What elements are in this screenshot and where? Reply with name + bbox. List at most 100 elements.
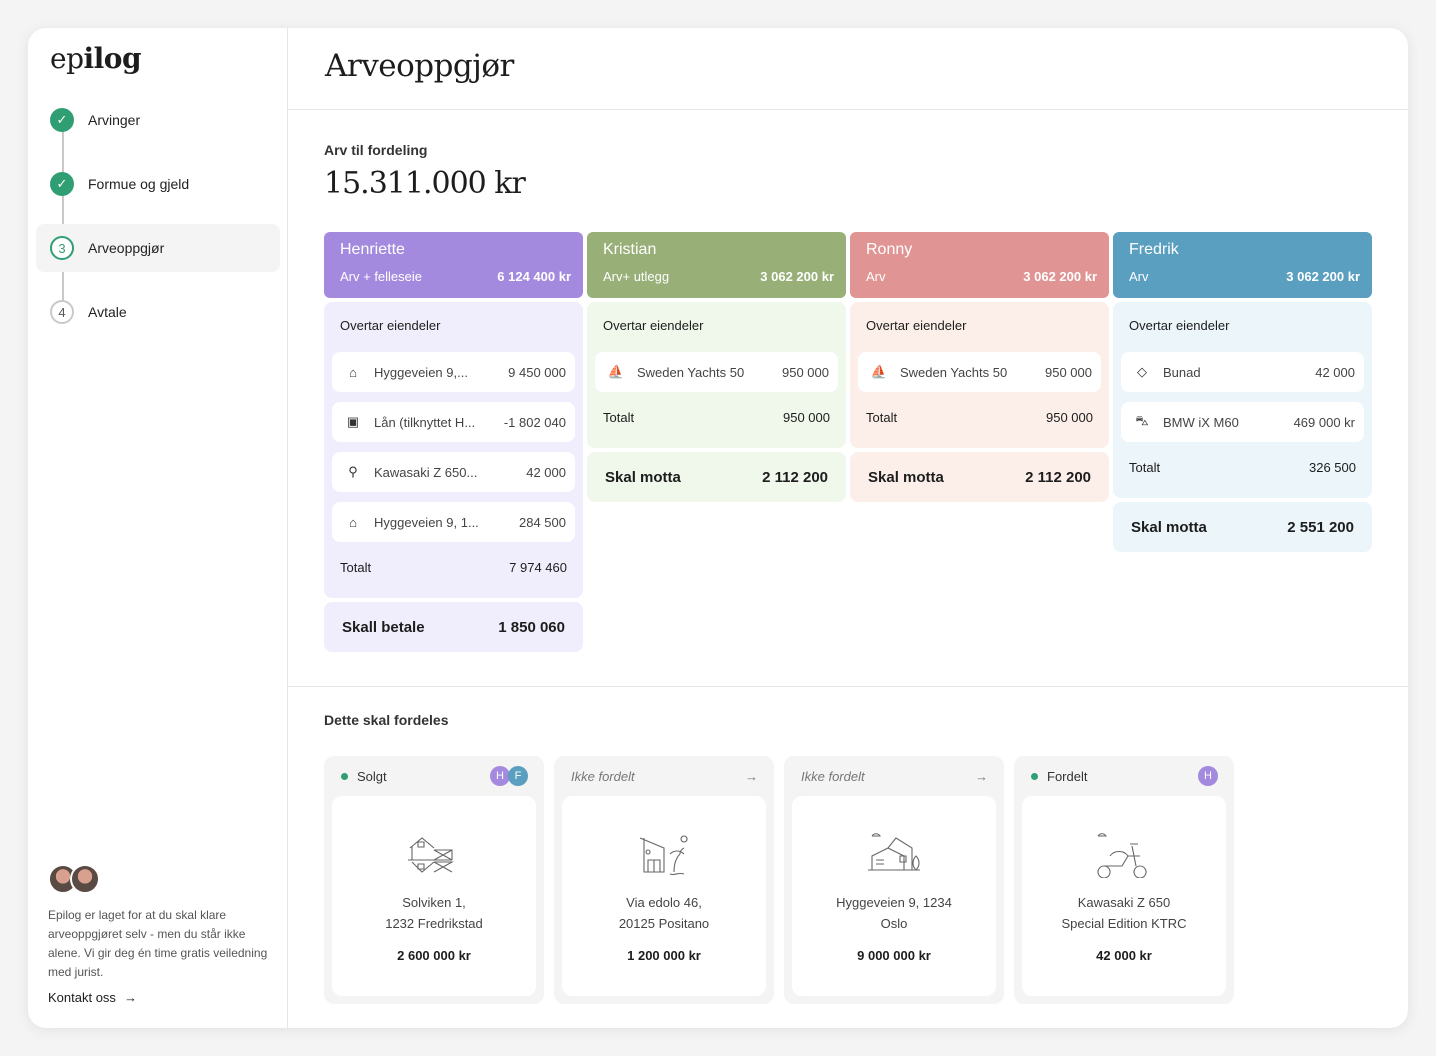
diamond-icon: ◇ xyxy=(1137,364,1147,379)
contact-link[interactable]: Kontakt oss → xyxy=(48,990,137,1005)
heir-column: Fredrik Arv 3 062 200 kr Overtar eiendeler ◇… xyxy=(1113,232,1372,652)
main: Arveoppgjør Arv til fordeling 15.311.000… xyxy=(288,28,1408,1028)
logo[interactable]: epilog xyxy=(50,42,142,75)
step-arvinger[interactable]: ✓ Arvinger xyxy=(36,96,280,144)
heir-share-amount: 6 124 400 kr xyxy=(497,269,571,284)
house-icon: ⌂ xyxy=(349,364,357,380)
loan-icon: ▣ xyxy=(346,414,360,429)
card-status: Ikke fordelt xyxy=(571,768,635,784)
card-status-bar: Ikke fordelt → xyxy=(792,756,996,796)
asset-item[interactable]: ⛵ Sweden Yachts 50 950 000 xyxy=(858,352,1101,392)
asset-name: Hyggeveien 9, 1... xyxy=(374,514,479,530)
result-label: Skal motta xyxy=(868,468,944,486)
heir-name: Kristian xyxy=(603,241,657,258)
heir-header[interactable]: Henriette Arv + felleseie 6 124 400 kr xyxy=(324,232,583,298)
advisor-avatars xyxy=(48,864,268,894)
sailboat-icon: ⛵ xyxy=(607,364,625,379)
asset-name: Kawasaki Z 650... xyxy=(374,464,478,480)
heir-share-amount: 3 062 200 kr xyxy=(1023,269,1097,284)
heir-share-row: Arv+ utlegg 3 062 200 kr xyxy=(603,269,834,284)
card-status: Solgt xyxy=(357,768,387,784)
asset-card[interactable]: Ikke fordelt → Via edolo 46, 20125 Positano… xyxy=(554,756,774,1004)
heir-header[interactable]: Fredrik Arv 3 062 200 kr xyxy=(1113,232,1372,298)
asset-name: Sweden Yachts 50 xyxy=(900,364,1008,380)
heir-share-row: Arv 3 062 200 kr xyxy=(1129,269,1360,284)
heir-column: Henriette Arv + felleseie 6 124 400 kr Over… xyxy=(324,232,583,652)
step-label: Avtale xyxy=(88,304,127,320)
asset-name: Bunad xyxy=(1163,364,1201,380)
asset-name: Lån (tilknyttet H... xyxy=(374,414,476,430)
heir-avatar: H xyxy=(490,766,510,786)
total-value: 7 974 460 xyxy=(509,560,567,575)
step-label: Formue og gjeld xyxy=(88,176,190,192)
assets-title: Overtar eiendeler xyxy=(1129,318,1230,333)
header: Arveoppgjør xyxy=(288,28,1408,110)
arrow-right-icon[interactable]: → xyxy=(745,768,758,784)
summary-total: 15.311.000 kr xyxy=(324,166,526,201)
total-label: Totalt xyxy=(603,410,635,425)
heir-header[interactable]: Ronny Arv 3 062 200 kr xyxy=(850,232,1109,298)
arrow-right-icon: → xyxy=(123,990,137,1005)
card-body: Kawasaki Z 650 Special Edition KTRC 42 000… xyxy=(1022,796,1226,996)
asset-item[interactable]: ▣ Lån (tilknyttet H... -1 802 040 xyxy=(332,402,575,442)
help-text: Epilog er laget for at du skal klare arv… xyxy=(48,908,268,979)
card-status-bar: Solgt H F xyxy=(332,756,536,796)
asset-item[interactable]: ⌂ Hyggeveien 9, 1... 284 500 xyxy=(332,502,575,542)
asset-value: -1 802 040 xyxy=(503,414,566,430)
address-line-1: Via edolo 46, xyxy=(626,895,702,910)
address-line-1: Solviken 1, xyxy=(402,895,466,910)
total-value: 326 500 xyxy=(1309,460,1356,475)
total-row: Totalt 950 000 xyxy=(858,402,1101,438)
assets-title: Overtar eiendeler xyxy=(866,318,967,333)
cabin-icon xyxy=(332,826,536,878)
motorcycle-icon: ⚲ xyxy=(348,464,358,479)
card-price: 2 600 000 kr xyxy=(397,948,471,963)
heir-share-amount: 3 062 200 kr xyxy=(760,269,834,284)
heir-assets: Overtar eiendeler ⛵ Sweden Yachts 50 950 00… xyxy=(850,302,1109,448)
asset-item[interactable]: ⌂ Hyggeveien 9,... 9 450 000 xyxy=(332,352,575,392)
result-box: Skall betale 1 850 060 xyxy=(324,602,583,652)
status-dot-icon xyxy=(341,772,348,780)
status-dot-icon xyxy=(1031,772,1038,780)
asset-value: 950 000 xyxy=(1045,364,1092,380)
house-icon: ⌂ xyxy=(349,514,357,530)
total-row: Totalt 326 500 xyxy=(1121,452,1364,488)
asset-name: Hyggeveien 9,... xyxy=(374,364,468,380)
step-arveoppgjør[interactable]: 3 Arveoppgjør xyxy=(36,224,280,272)
step-avtale[interactable]: 4 Avtale xyxy=(36,288,280,336)
sailboat-icon: ⛵ xyxy=(870,364,888,379)
asset-item[interactable]: ◇ Bunad 42 000 xyxy=(1121,352,1364,392)
result-label: Skal motta xyxy=(1131,518,1207,536)
heir-header[interactable]: Kristian Arv+ utlegg 3 062 200 kr xyxy=(587,232,846,298)
result-box: Skal motta 2 112 200 xyxy=(850,452,1109,502)
check-icon: ✓ xyxy=(50,172,74,196)
address-line-1: Kawasaki Z 650 xyxy=(1077,895,1171,910)
card-price: 9 000 000 kr xyxy=(857,948,931,963)
address-line-1: Hyggeveien 9, 1234 xyxy=(836,895,952,910)
asset-item[interactable]: ⚲ Kawasaki Z 650... 42 000 xyxy=(332,452,575,492)
asset-card[interactable]: Solgt H F Solviken 1, 1232 Fredrikstad 2 600 … xyxy=(324,756,544,1004)
asset-value: 9 450 000 xyxy=(508,364,566,380)
total-label: Totalt xyxy=(866,410,898,425)
asset-card[interactable]: Fordelt H Kawasaki Z 650 Special Edition KT… xyxy=(1014,756,1234,1004)
sidebar: epilog ✓ Arvinger ✓ Formue og gjeld 3 Arveopp… xyxy=(28,28,288,1028)
asset-item[interactable]: ⛵ Sweden Yachts 50 950 000 xyxy=(595,352,838,392)
asset-item[interactable]: ⛍ BMW iX M60 469 000 kr xyxy=(1121,402,1364,442)
app-window: epilog ✓ Arvinger ✓ Formue og gjeld 3 Arveopp… xyxy=(28,28,1408,1028)
total-label: Totalt xyxy=(1129,460,1161,475)
card-address: Via edolo 46, 20125 Positano xyxy=(562,892,766,934)
step-formue-og-gjeld[interactable]: ✓ Formue og gjeld xyxy=(36,160,280,208)
result-value: 2 551 200 xyxy=(1287,518,1354,536)
heir-share-type: Arv + felleseie xyxy=(340,269,423,284)
heir-share-row: Arv + felleseie 6 124 400 kr xyxy=(340,269,571,284)
heir-name: Henriette xyxy=(340,241,405,258)
card-address: Hyggeveien 9, 1234 Oslo xyxy=(792,892,996,934)
heir-name: Ronny xyxy=(866,241,913,258)
heir-column: Kristian Arv+ utlegg 3 062 200 kr Overtar e… xyxy=(587,232,846,652)
arrow-right-icon[interactable]: → xyxy=(975,768,988,784)
heir-assets: Overtar eiendeler ⛵ Sweden Yachts 50 950 00… xyxy=(587,302,846,448)
distribution-title: Dette skal fordeles xyxy=(324,712,449,728)
heir-share-type: Arv+ utlegg xyxy=(603,269,670,284)
step-label: Arveoppgjør xyxy=(88,240,165,256)
asset-card[interactable]: Ikke fordelt → Hyggeveien 9, 1234 Oslo 9 000… xyxy=(784,756,1004,1004)
